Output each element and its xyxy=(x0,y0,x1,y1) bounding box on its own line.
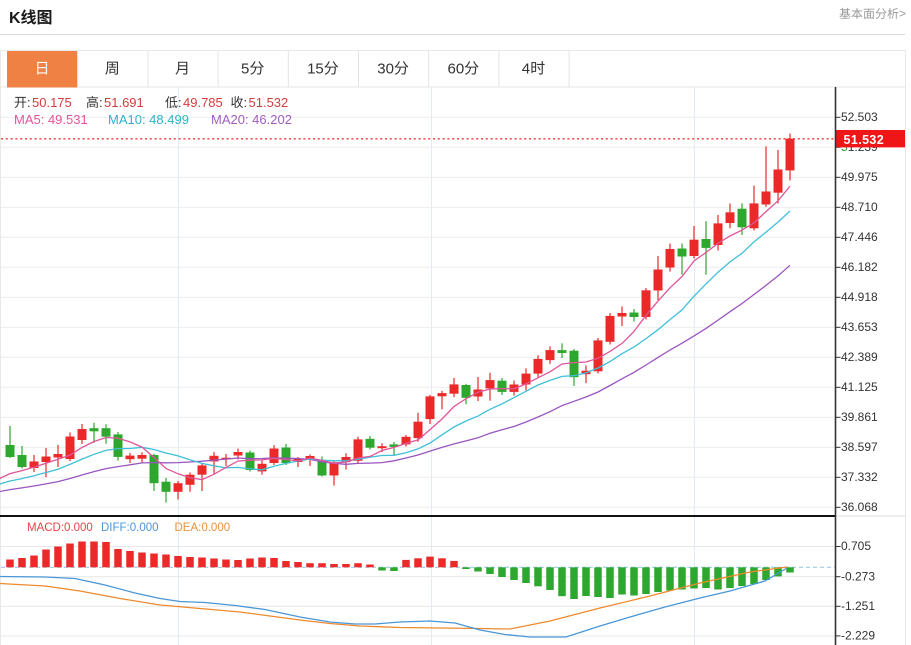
svg-text:5: 5 xyxy=(241,61,249,78)
svg-text:>: > xyxy=(899,7,906,21)
svg-text:0.705: 0.705 xyxy=(841,539,871,553)
svg-text:48.710: 48.710 xyxy=(841,200,878,214)
svg-text:37.332: 37.332 xyxy=(841,470,878,484)
svg-text:MA5: 49.531: MA5: 49.531 xyxy=(14,112,88,127)
svg-text:49.785: 49.785 xyxy=(183,95,223,110)
svg-text:41.125: 41.125 xyxy=(841,380,878,394)
svg-text:-2.229: -2.229 xyxy=(841,629,875,643)
svg-text:15: 15 xyxy=(307,61,324,78)
svg-text::: : xyxy=(99,95,103,110)
svg-text:42.389: 42.389 xyxy=(841,350,878,364)
svg-text:DEA:0.000: DEA:0.000 xyxy=(175,522,231,534)
svg-text:47.446: 47.446 xyxy=(841,230,878,244)
svg-text:51.691: 51.691 xyxy=(104,95,144,110)
svg-text:4: 4 xyxy=(522,61,530,78)
svg-text:49.975: 49.975 xyxy=(841,170,878,184)
svg-text:60: 60 xyxy=(448,61,465,78)
svg-text:MACD:0.000: MACD:0.000 xyxy=(27,522,93,534)
svg-text:52.503: 52.503 xyxy=(841,110,878,124)
svg-text:38.597: 38.597 xyxy=(841,440,878,454)
svg-text:51.532: 51.532 xyxy=(249,95,289,110)
svg-text:39.861: 39.861 xyxy=(841,410,878,424)
svg-text:MA20: 46.202: MA20: 46.202 xyxy=(211,112,292,127)
svg-text:-1.251: -1.251 xyxy=(841,599,875,613)
svg-text::: : xyxy=(178,95,182,110)
svg-text:-0.273: -0.273 xyxy=(841,569,875,583)
svg-text:46.182: 46.182 xyxy=(841,260,878,274)
svg-text:50.175: 50.175 xyxy=(32,95,72,110)
svg-text:36.068: 36.068 xyxy=(841,500,878,514)
svg-text:MA10: 48.499: MA10: 48.499 xyxy=(108,112,189,127)
svg-text:K: K xyxy=(9,10,21,27)
svg-text:DIFF:0.000: DIFF:0.000 xyxy=(101,522,159,534)
svg-text:30: 30 xyxy=(377,61,394,78)
svg-text:43.653: 43.653 xyxy=(841,320,878,334)
svg-text::: : xyxy=(27,95,31,110)
svg-text:51.532: 51.532 xyxy=(844,133,885,147)
svg-text:44.918: 44.918 xyxy=(841,290,878,304)
svg-text::: : xyxy=(244,95,248,110)
